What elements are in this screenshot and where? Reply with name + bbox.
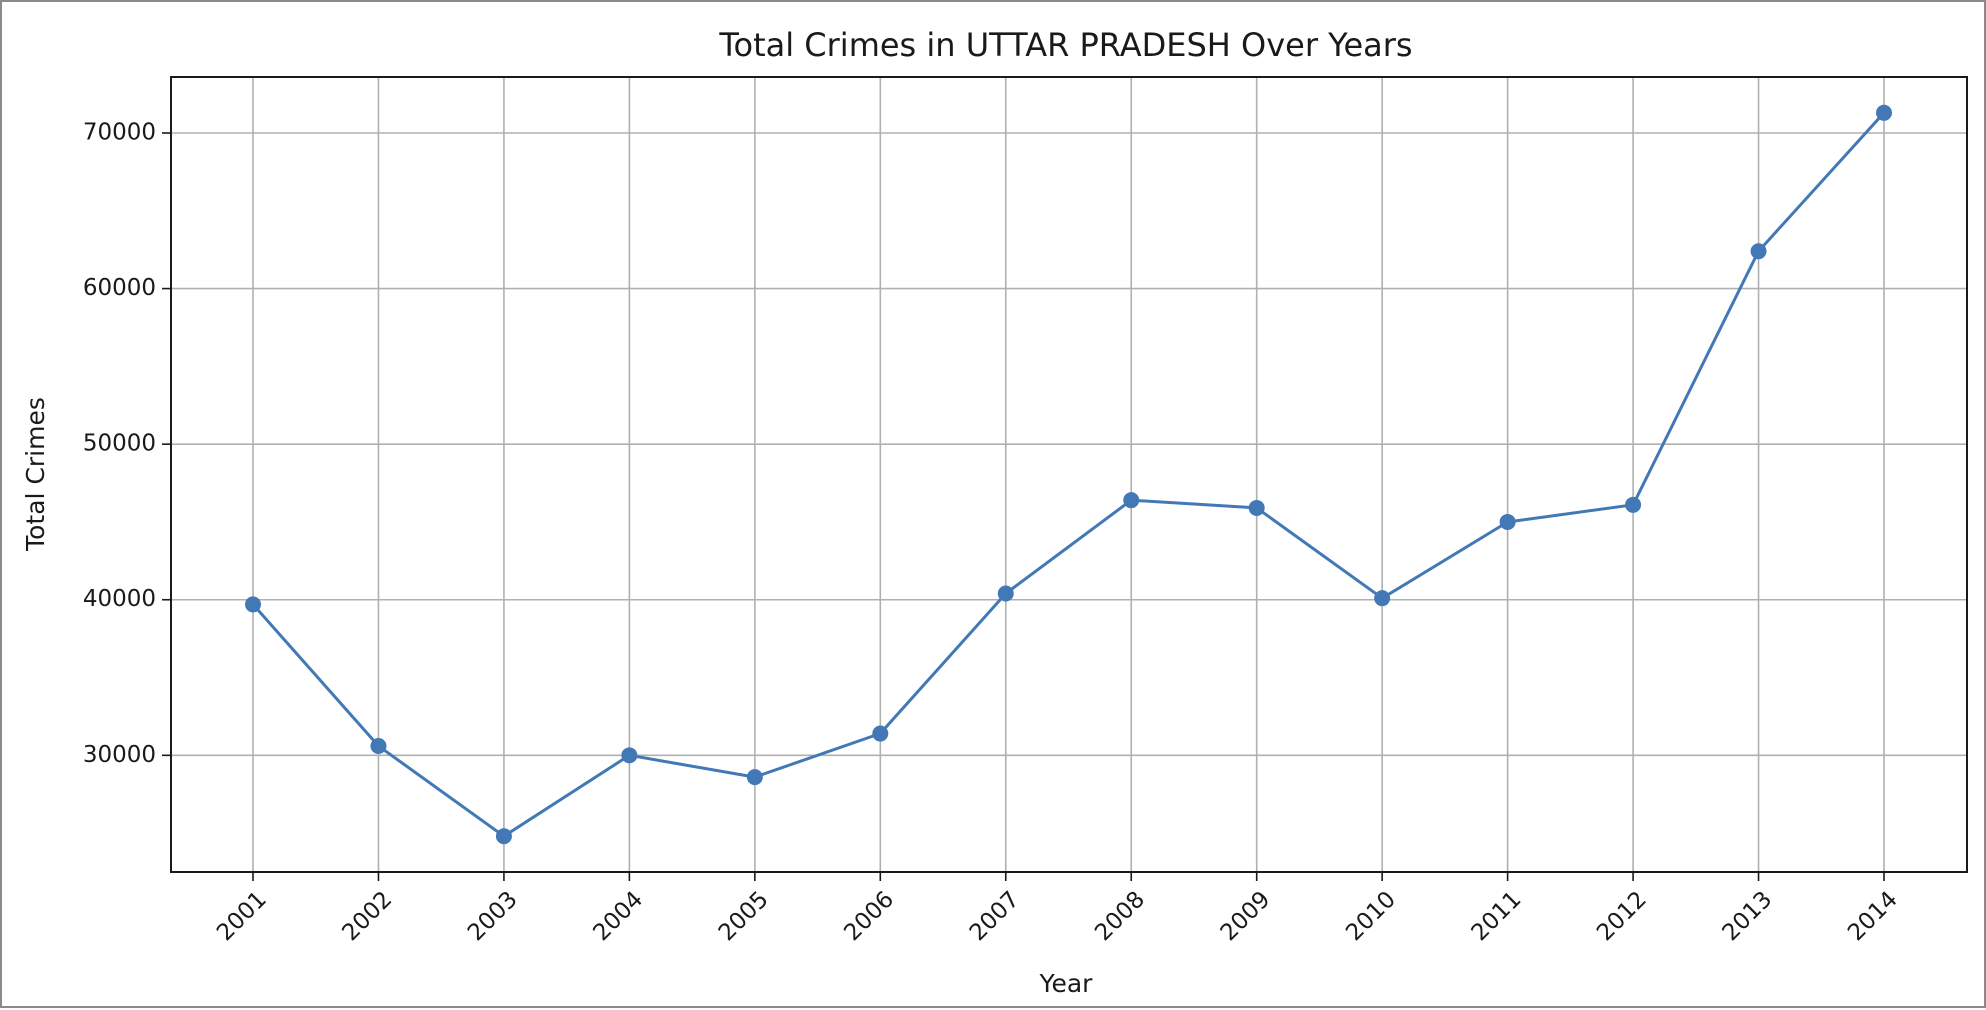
- y-tick-label: 40000: [83, 586, 156, 612]
- data-point: [245, 596, 261, 613]
- plot-area-background: [171, 77, 1967, 872]
- x-tick-label: 2010: [1341, 886, 1401, 946]
- y-tick-label: 70000: [83, 120, 156, 146]
- chart-title: Total Crimes in UTTAR PRADESH Over Years: [718, 26, 1412, 64]
- data-point: [997, 585, 1014, 602]
- x-tick-label: 2008: [1090, 886, 1150, 946]
- x-tick-label: 2001: [212, 886, 272, 946]
- plot-frame: [170, 76, 1968, 873]
- data-point: [1750, 243, 1767, 260]
- data-point: [370, 737, 387, 754]
- grid-lines: [171, 77, 1967, 872]
- x-tick-label: 2009: [1216, 886, 1276, 946]
- x-tick-label: 2014: [1843, 886, 1903, 946]
- x-tick-label: 2011: [1467, 886, 1527, 946]
- data-point: [1876, 104, 1892, 121]
- data-point: [1499, 513, 1516, 530]
- x-tick-label: 2006: [839, 886, 899, 946]
- x-axis-label: Year: [1039, 969, 1094, 998]
- series-line: [251, 111, 1886, 838]
- data-point: [1248, 499, 1265, 516]
- x-tick-label: 2007: [965, 886, 1025, 946]
- data-point: [621, 747, 638, 764]
- x-tick-label: 2005: [714, 886, 774, 946]
- data-point: [1123, 492, 1140, 509]
- data-point: [1374, 590, 1391, 607]
- x-tick-label: 2012: [1592, 886, 1652, 946]
- series-layer: [245, 104, 1892, 845]
- data-point: [872, 725, 889, 742]
- y-tick-label: 30000: [83, 742, 156, 768]
- y-tick-label: 60000: [83, 275, 156, 301]
- data-point: [1625, 496, 1642, 513]
- data-point: [495, 828, 512, 845]
- x-tick-label: 2013: [1718, 886, 1778, 946]
- x-tick-label: 2004: [588, 886, 648, 946]
- data-point: [746, 769, 763, 786]
- x-tick-label: 2002: [338, 886, 398, 946]
- x-tick-label: 2003: [463, 886, 523, 946]
- y-axis-label: Total Crimes: [21, 397, 50, 552]
- y-tick-label: 50000: [83, 431, 156, 457]
